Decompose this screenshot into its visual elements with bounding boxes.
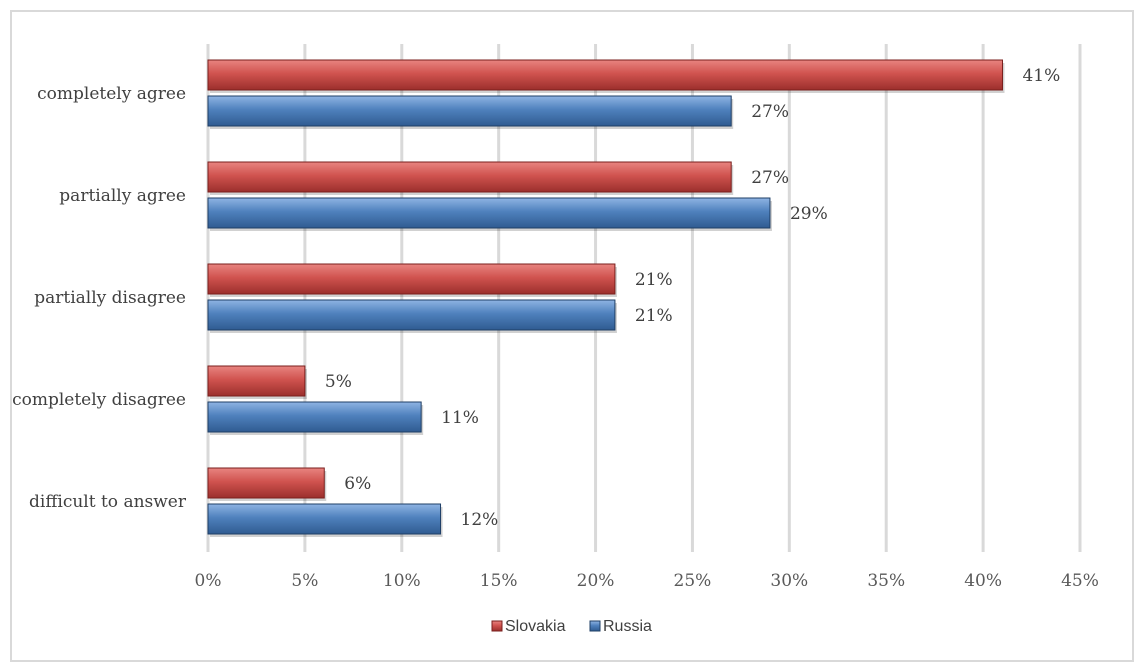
bar-slovakia <box>207 263 616 295</box>
bar-russia <box>207 401 422 433</box>
gridlines <box>206 44 1082 552</box>
x-tick-label: 20% <box>577 571 615 591</box>
bar-slovakia <box>207 365 306 397</box>
x-tick-label: 5% <box>291 571 318 591</box>
x-tick-label: 35% <box>867 571 905 591</box>
data-label: 5% <box>325 372 352 392</box>
legend-swatch-slovakia <box>491 620 503 632</box>
x-tick-label: 30% <box>770 571 808 591</box>
category-label: partially agree <box>59 186 186 206</box>
legend-swatch-russia <box>589 620 601 632</box>
x-tick-label: 10% <box>383 571 421 591</box>
category-label: completely disagree <box>12 390 186 410</box>
data-label: 21% <box>635 270 673 290</box>
legend-label-russia: Russia <box>603 618 652 635</box>
category-label: difficult to answer <box>29 492 187 512</box>
bars <box>207 59 1005 537</box>
bar-slovakia <box>207 467 325 499</box>
category-labels: completely agree partially agree partially… <box>12 84 187 512</box>
data-label: 12% <box>461 510 499 530</box>
x-tick-label: 25% <box>674 571 712 591</box>
x-tick-label: 40% <box>964 571 1002 591</box>
bar-russia <box>207 95 732 127</box>
bar-russia <box>207 299 616 331</box>
data-label: 11% <box>441 408 479 428</box>
data-label: 27% <box>751 102 789 122</box>
x-tick-label: 45% <box>1061 571 1099 591</box>
category-label: partially disagree <box>34 288 186 308</box>
x-tick-label: 15% <box>480 571 518 591</box>
data-label: 21% <box>635 306 673 326</box>
data-labels: 41%27%27%29%21%21%5%11%6%12% <box>325 66 1060 530</box>
x-axis-ticks: 0% 5% 10% 15% 20% 25% 30% 35% 40% 45% <box>195 571 1099 591</box>
x-tick-label: 0% <box>195 571 222 591</box>
data-label: 41% <box>1022 66 1060 86</box>
bar-slovakia <box>207 161 732 193</box>
category-label: completely agree <box>37 84 186 104</box>
legend-label-slovakia: Slovakia <box>505 618 566 635</box>
data-label: 29% <box>790 204 828 224</box>
data-label: 6% <box>344 474 371 494</box>
legend: Slovakia Russia <box>491 618 652 635</box>
bar-russia <box>207 197 771 229</box>
bar-russia <box>207 503 442 535</box>
bar-slovakia <box>207 59 1003 91</box>
data-label: 27% <box>751 168 789 188</box>
